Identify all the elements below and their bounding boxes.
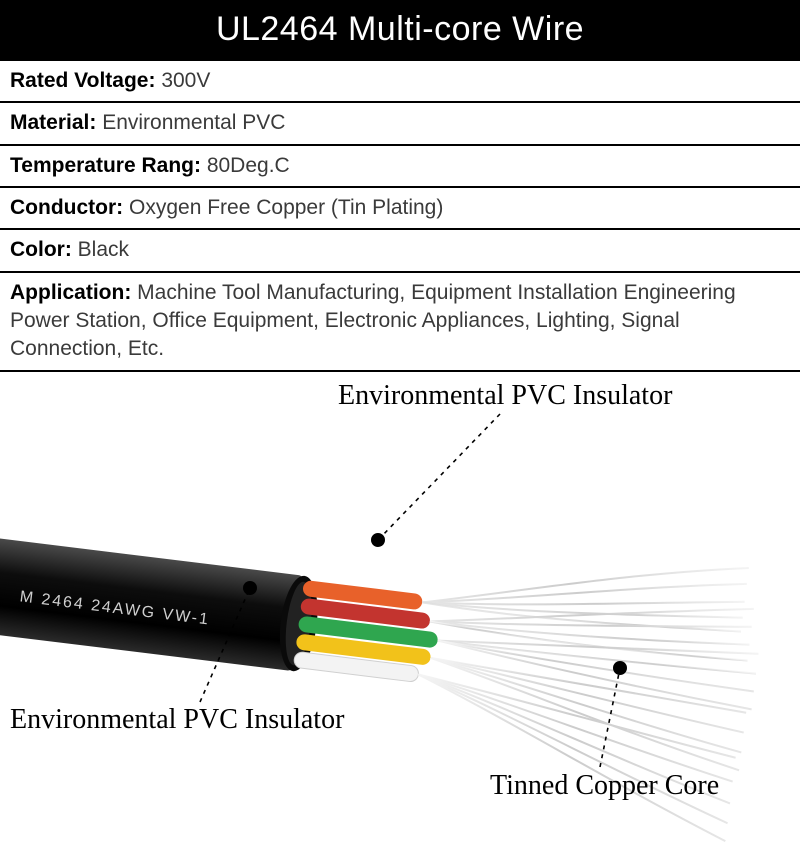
spec-row: Temperature Rang: 80Deg.C bbox=[0, 145, 800, 187]
spec-cell: Conductor: Oxygen Free Copper (Tin Plati… bbox=[0, 187, 800, 229]
spec-label: Color: bbox=[10, 238, 72, 261]
spec-label: Rated Voltage: bbox=[10, 69, 155, 92]
callout-bottom: Tinned Copper Core bbox=[490, 770, 719, 802]
spec-row: Conductor: Oxygen Free Copper (Tin Plati… bbox=[0, 187, 800, 229]
spec-row: Rated Voltage: 300V bbox=[0, 61, 800, 102]
callout-dot-top bbox=[371, 533, 385, 547]
spec-value: 80Deg.C bbox=[207, 154, 290, 177]
spec-row: Application: Machine Tool Manufacturing,… bbox=[0, 272, 800, 371]
spec-label: Material: bbox=[10, 111, 96, 134]
spec-value: Environmental PVC bbox=[102, 111, 285, 134]
spec-value: Oxygen Free Copper (Tin Plating) bbox=[129, 196, 443, 219]
spec-row: Material: Environmental PVC bbox=[0, 102, 800, 144]
spec-value: 300V bbox=[161, 69, 210, 92]
spec-label: Temperature Rang: bbox=[10, 154, 201, 177]
callout-left: Environmental PVC Insulator bbox=[10, 704, 344, 736]
spec-cell: Rated Voltage: 300V bbox=[0, 61, 800, 102]
spec-label: Application: bbox=[10, 281, 131, 304]
spec-cell: Material: Environmental PVC bbox=[0, 102, 800, 144]
spec-label: Conductor: bbox=[10, 196, 123, 219]
callout-dot-left bbox=[243, 581, 257, 595]
callout-dot-bottom bbox=[613, 661, 627, 675]
spec-cell: Color: Black bbox=[0, 229, 800, 271]
page-title: UL2464 Multi-core Wire bbox=[0, 0, 800, 61]
cable-diagram: M 2464 24AWG VW-1 bbox=[0, 372, 800, 852]
spec-cell: Temperature Rang: 80Deg.C bbox=[0, 145, 800, 187]
spec-table: Rated Voltage: 300VMaterial: Environment… bbox=[0, 61, 800, 372]
spec-row: Color: Black bbox=[0, 229, 800, 271]
spec-cell: Application: Machine Tool Manufacturing,… bbox=[0, 272, 800, 371]
callout-top: Environmental PVC Insulator bbox=[338, 380, 672, 412]
spec-value: Black bbox=[78, 238, 129, 261]
